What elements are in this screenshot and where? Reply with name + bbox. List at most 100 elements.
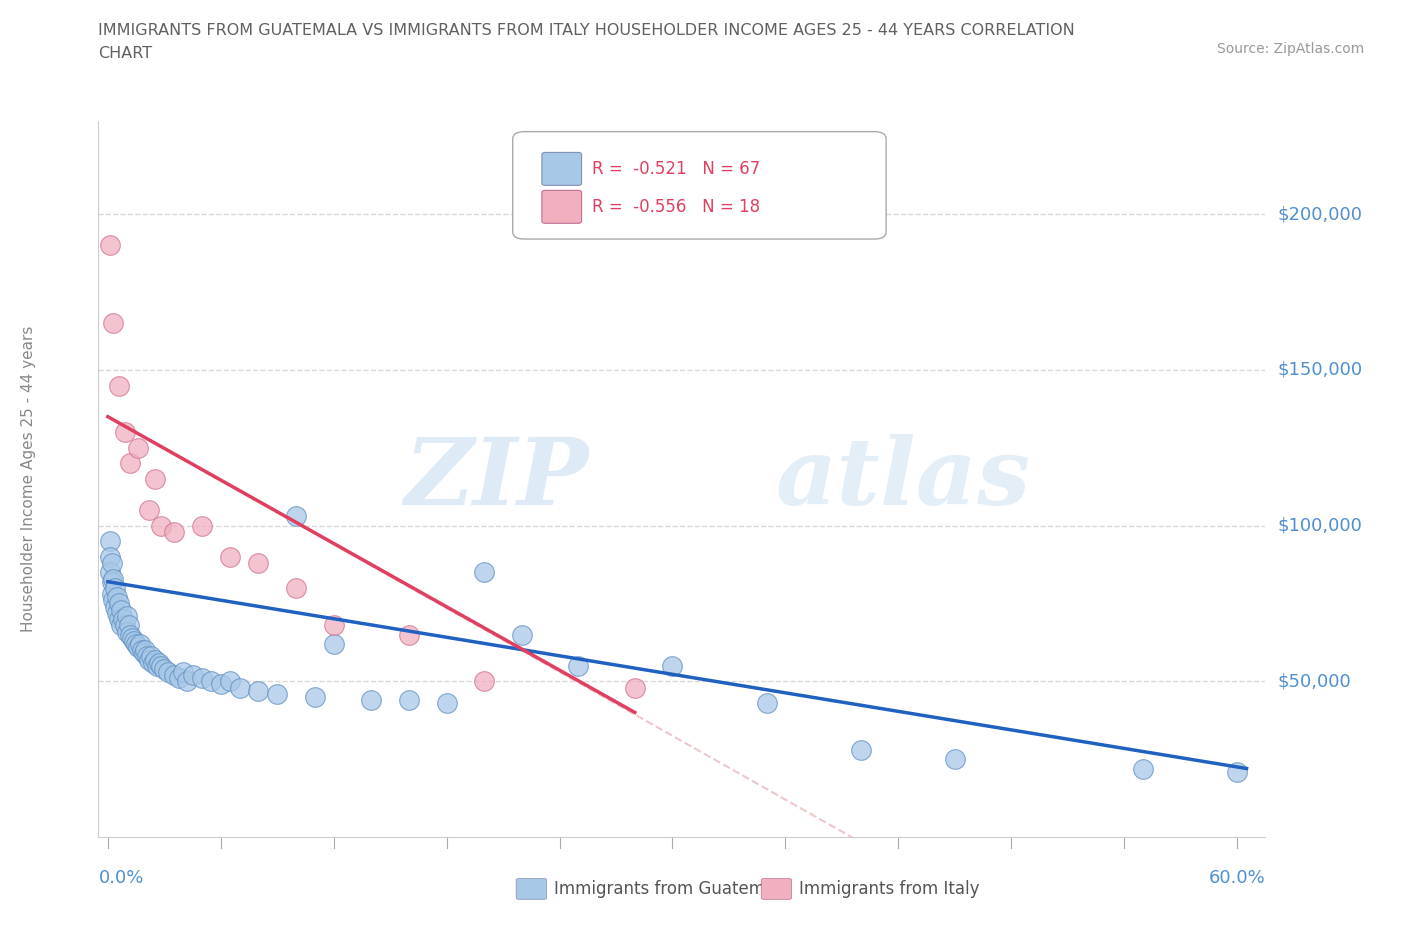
Point xyxy=(219,674,242,689)
Point xyxy=(1132,761,1154,776)
Point xyxy=(176,674,198,689)
Point xyxy=(661,658,683,673)
FancyBboxPatch shape xyxy=(541,153,582,185)
Point xyxy=(131,643,153,658)
Point xyxy=(149,518,172,533)
Text: 60.0%: 60.0% xyxy=(1209,870,1265,887)
Point xyxy=(103,571,125,586)
Point xyxy=(138,652,160,667)
Point xyxy=(108,379,131,393)
Point xyxy=(849,742,872,757)
Point xyxy=(138,502,160,517)
Point xyxy=(114,425,136,440)
Point xyxy=(98,550,121,565)
Point xyxy=(472,565,495,579)
Point xyxy=(143,652,166,667)
Text: $100,000: $100,000 xyxy=(1277,517,1362,535)
Point xyxy=(148,656,170,671)
Point xyxy=(136,649,159,664)
Point xyxy=(121,631,143,645)
Text: Householder Income Ages 25 - 44 years: Householder Income Ages 25 - 44 years xyxy=(21,326,37,632)
Text: CHART: CHART xyxy=(98,46,152,61)
Point xyxy=(169,671,191,685)
Point xyxy=(322,636,344,651)
Point xyxy=(322,618,344,632)
Point xyxy=(1226,764,1249,779)
Point xyxy=(100,555,122,570)
Point xyxy=(510,627,533,642)
Point xyxy=(247,555,270,570)
Point xyxy=(360,693,382,708)
Point xyxy=(200,674,222,689)
Point xyxy=(100,587,122,602)
Point xyxy=(103,316,125,331)
Point xyxy=(120,456,142,471)
Point xyxy=(114,618,136,632)
Point xyxy=(111,612,134,627)
Point xyxy=(943,751,966,766)
Text: $200,000: $200,000 xyxy=(1277,206,1362,223)
Point xyxy=(624,680,647,695)
FancyBboxPatch shape xyxy=(541,191,582,223)
Text: ZIP: ZIP xyxy=(405,434,589,524)
FancyBboxPatch shape xyxy=(761,879,792,899)
Point xyxy=(472,674,495,689)
Point xyxy=(436,696,458,711)
Text: R =  -0.521   N = 67: R = -0.521 N = 67 xyxy=(592,160,761,178)
Point xyxy=(115,608,138,623)
Point xyxy=(127,640,149,655)
Text: R =  -0.556   N = 18: R = -0.556 N = 18 xyxy=(592,198,761,216)
Point xyxy=(304,689,326,704)
Point xyxy=(163,525,186,539)
Point xyxy=(398,627,420,642)
Point xyxy=(125,636,148,651)
Point xyxy=(153,661,176,676)
Point xyxy=(163,668,186,683)
Point xyxy=(110,618,132,632)
Point xyxy=(98,238,121,253)
Point xyxy=(139,649,162,664)
Point xyxy=(755,696,778,711)
Point xyxy=(100,574,122,589)
Point xyxy=(567,658,589,673)
Point xyxy=(266,686,288,701)
Point xyxy=(122,633,145,648)
Text: 0.0%: 0.0% xyxy=(98,870,143,887)
Point xyxy=(127,441,149,456)
FancyBboxPatch shape xyxy=(516,879,547,899)
Point xyxy=(285,580,308,595)
Point xyxy=(115,624,138,639)
Point xyxy=(149,658,172,673)
Point xyxy=(134,643,156,658)
Text: $50,000: $50,000 xyxy=(1277,672,1351,690)
Point xyxy=(98,565,121,579)
Point xyxy=(209,677,232,692)
Point xyxy=(120,627,142,642)
Text: Immigrants from Guatemala: Immigrants from Guatemala xyxy=(554,880,789,897)
Point xyxy=(191,518,214,533)
Point xyxy=(108,612,131,627)
Point xyxy=(110,603,132,618)
Point xyxy=(247,684,270,698)
Point xyxy=(132,645,155,660)
Point xyxy=(105,590,128,604)
Point xyxy=(108,596,131,611)
Point xyxy=(157,665,180,680)
Point xyxy=(104,599,127,614)
Point xyxy=(181,668,204,683)
Point xyxy=(128,636,150,651)
Point xyxy=(98,534,121,549)
Point xyxy=(105,605,128,620)
Point xyxy=(146,658,169,673)
Point xyxy=(228,680,250,695)
Point xyxy=(142,656,165,671)
Point xyxy=(172,665,194,680)
Point xyxy=(117,618,139,632)
Point xyxy=(285,509,308,524)
Point xyxy=(191,671,214,685)
Text: IMMIGRANTS FROM GUATEMALA VS IMMIGRANTS FROM ITALY HOUSEHOLDER INCOME AGES 25 - : IMMIGRANTS FROM GUATEMALA VS IMMIGRANTS … xyxy=(98,23,1076,38)
Point xyxy=(143,472,166,486)
Text: Source: ZipAtlas.com: Source: ZipAtlas.com xyxy=(1216,42,1364,56)
Point xyxy=(104,580,127,595)
Text: atlas: atlas xyxy=(775,434,1031,524)
